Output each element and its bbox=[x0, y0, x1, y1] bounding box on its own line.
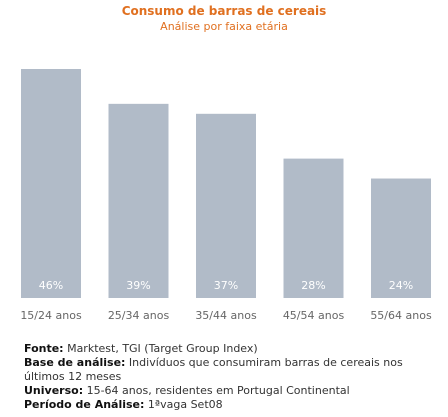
note-fonte-text: Marktest, TGI (Target Group Index) bbox=[63, 342, 258, 355]
note-universo-label: Universo: bbox=[24, 384, 84, 397]
bar-value-label-4: 28% bbox=[301, 279, 325, 292]
category-label-2: 25/34 anos bbox=[108, 309, 170, 322]
note-base: Base de análise: Indivíduos que consumir… bbox=[24, 356, 434, 384]
chart-title: Consumo de barras de cereais bbox=[121, 4, 327, 18]
category-label-3: 35/44 anos bbox=[195, 309, 257, 322]
bar-value-label-2: 39% bbox=[126, 279, 150, 292]
category-label-5: 55/64 anos bbox=[370, 309, 432, 322]
bar-value-label-5: 24% bbox=[389, 279, 413, 292]
bar-1 bbox=[21, 69, 81, 298]
category-label-1: 15/24 anos bbox=[20, 309, 82, 322]
bar-chart: 46% 15/24 anos 39% 25/34 anos 37% 35/44 anos 2… bbox=[20, 69, 432, 322]
note-universo-text: 15-64 anos, residentes em Portugal Conti… bbox=[83, 384, 350, 397]
note-universo: Universo: 15-64 anos, residentes em Port… bbox=[24, 384, 434, 398]
category-label-4: 45/54 anos bbox=[283, 309, 345, 322]
bar-value-label-3: 37% bbox=[214, 279, 238, 292]
source-notes: Fonte: Marktest, TGI (Target Group Index… bbox=[24, 342, 434, 412]
note-base-label: Base de análise: bbox=[24, 356, 126, 369]
bar-5 bbox=[371, 178, 431, 298]
note-fonte-label: Fonte: bbox=[24, 342, 64, 355]
note-periodo-text: 1ªvaga Set08 bbox=[144, 398, 223, 411]
note-base-text: Indivíduos que consumiram barras de cere… bbox=[24, 356, 403, 383]
note-periodo: Período de Análise: 1ªvaga Set08 bbox=[24, 398, 434, 412]
chart-subtitle: Análise por faixa etária bbox=[160, 20, 288, 33]
bar-4 bbox=[283, 158, 344, 298]
note-fonte: Fonte: Marktest, TGI (Target Group Index… bbox=[24, 342, 434, 356]
bar-value-label-1: 46% bbox=[39, 279, 63, 292]
bar-2 bbox=[108, 103, 169, 298]
bar-3 bbox=[196, 113, 256, 298]
note-periodo-label: Período de Análise: bbox=[24, 398, 145, 411]
